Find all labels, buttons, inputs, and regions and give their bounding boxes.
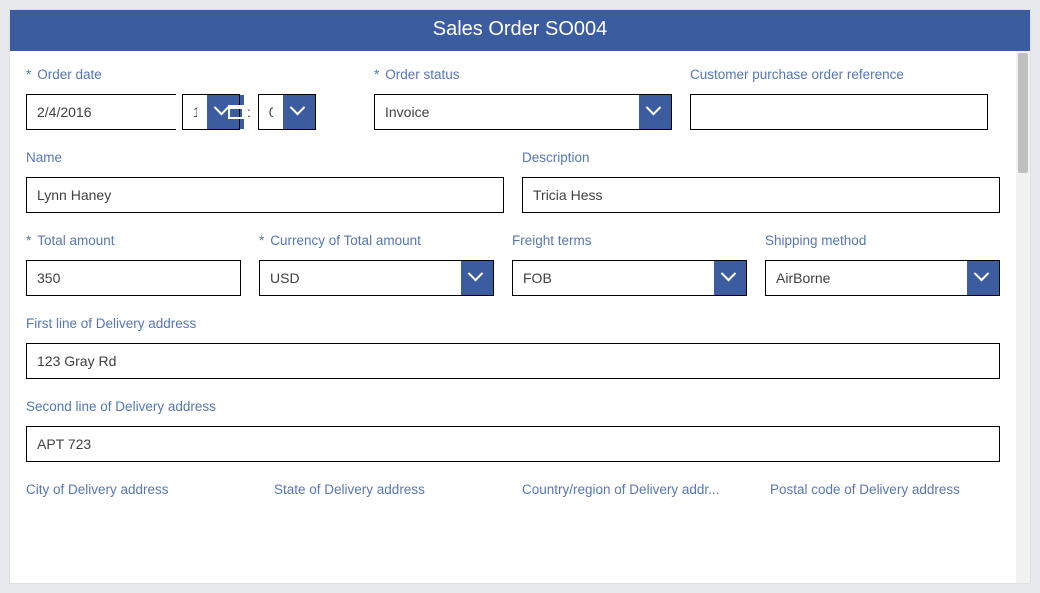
label-country: Country/region of Delivery addr... [522, 482, 752, 497]
field-postal: Postal code of Delivery address [770, 482, 1000, 497]
freight-terms-select[interactable] [512, 260, 747, 296]
label-freight-terms: Freight terms [512, 233, 747, 248]
label-city: City of Delivery address [26, 482, 256, 497]
field-order-date: Order date : [26, 67, 356, 130]
order-hour-input[interactable] [183, 95, 207, 129]
label-name: Name [26, 150, 504, 165]
order-status-input[interactable] [375, 95, 639, 129]
currency-dropdown[interactable] [461, 261, 493, 295]
scroll-thumb[interactable] [1018, 53, 1028, 173]
description-input[interactable] [522, 177, 1000, 213]
chevron-down-icon [976, 271, 990, 285]
cust-po-ref-input[interactable] [690, 94, 988, 130]
label-order-date: Order date [26, 67, 356, 82]
field-currency: Currency of Total amount [259, 233, 494, 296]
chevron-down-icon [470, 271, 484, 285]
label-currency: Currency of Total amount [259, 233, 494, 248]
order-minute-input[interactable] [259, 95, 283, 129]
field-name: Name [26, 150, 504, 213]
shipping-method-dropdown[interactable] [967, 261, 999, 295]
chevron-down-icon [723, 271, 737, 285]
label-postal: Postal code of Delivery address [770, 482, 1000, 497]
field-shipping-method: Shipping method [765, 233, 1000, 296]
chevron-down-icon [292, 105, 306, 119]
label-shipping-method: Shipping method [765, 233, 1000, 248]
total-amount-input[interactable] [26, 260, 241, 296]
field-description: Description [522, 150, 1000, 213]
label-state: State of Delivery address [274, 482, 504, 497]
order-date-picker[interactable] [26, 94, 176, 130]
field-order-status: Order status [374, 67, 672, 130]
vertical-scrollbar[interactable] [1016, 51, 1030, 583]
row-city-state-country-postal: City of Delivery address State of Delive… [26, 482, 1000, 497]
addr2-input[interactable] [26, 426, 1000, 462]
order-date-group: : [26, 94, 356, 130]
order-minute-select[interactable] [258, 94, 316, 130]
label-total-amount: Total amount [26, 233, 241, 248]
freight-terms-dropdown[interactable] [714, 261, 746, 295]
calendar-icon [228, 105, 244, 119]
content-wrap: Order date : [10, 51, 1030, 583]
sales-order-window: Sales Order SO004 Order date [10, 10, 1030, 583]
row-name-desc: Name Description [26, 150, 1000, 213]
form-content: Order date : [10, 51, 1016, 583]
shipping-method-select[interactable] [765, 260, 1000, 296]
name-input[interactable] [26, 177, 504, 213]
currency-input[interactable] [260, 261, 461, 295]
label-cust-po-ref: Customer purchase order reference [690, 67, 988, 82]
addr1-input[interactable] [26, 343, 1000, 379]
label-addr2: Second line of Delivery address [26, 399, 1000, 414]
row-addr1: First line of Delivery address [26, 316, 1000, 379]
field-state: State of Delivery address [274, 482, 504, 497]
row-order-date-status: Order date : [26, 67, 1000, 130]
order-minute-dropdown[interactable] [283, 95, 315, 129]
row-addr2: Second line of Delivery address [26, 399, 1000, 462]
time-colon: : [246, 104, 252, 120]
window-title: Sales Order SO004 [10, 10, 1030, 51]
field-addr2: Second line of Delivery address [26, 399, 1000, 462]
row-amount-currency-freight-ship: Total amount Currency of Total amount Fr… [26, 233, 1000, 296]
label-addr1: First line of Delivery address [26, 316, 1000, 331]
label-description: Description [522, 150, 1000, 165]
freight-terms-input[interactable] [513, 261, 714, 295]
label-order-status: Order status [374, 67, 672, 82]
field-country: Country/region of Delivery addr... [522, 482, 752, 497]
field-addr1: First line of Delivery address [26, 316, 1000, 379]
order-status-select[interactable] [374, 94, 672, 130]
shipping-method-input[interactable] [766, 261, 967, 295]
field-total-amount: Total amount [26, 233, 241, 296]
field-city: City of Delivery address [26, 482, 256, 497]
field-cust-po-ref: Customer purchase order reference [690, 67, 988, 130]
order-status-dropdown[interactable] [639, 95, 671, 129]
field-freight-terms: Freight terms [512, 233, 747, 296]
currency-select[interactable] [259, 260, 494, 296]
chevron-down-icon [648, 105, 662, 119]
